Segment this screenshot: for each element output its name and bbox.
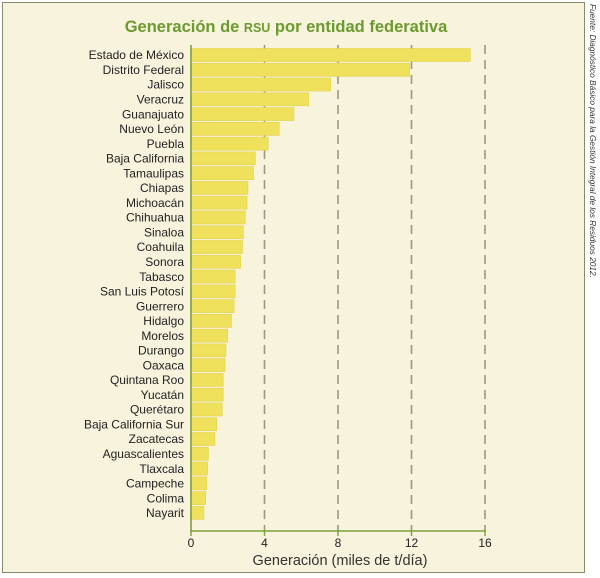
- bar-22: [190, 373, 224, 387]
- x-tick-label-4: 4: [261, 536, 268, 550]
- category-label-12: Sinaloa: [144, 225, 184, 239]
- bar-0: [190, 48, 471, 62]
- category-label-7: Baja California: [106, 152, 184, 166]
- bar-7: [190, 151, 256, 166]
- bars-group: [190, 48, 471, 520]
- bar-20: [190, 343, 227, 358]
- category-label-27: Aguascalientes: [103, 447, 184, 461]
- category-label-17: Guerrero: [136, 299, 184, 313]
- category-label-11: Chihuahua: [126, 211, 184, 225]
- category-label-10: Michoacán: [126, 196, 184, 210]
- category-label-25: Baja California Sur: [84, 417, 184, 431]
- category-label-9: Chiapas: [140, 181, 184, 195]
- bar-2: [190, 77, 331, 92]
- chart-title-part-0: Generación de: [125, 18, 244, 36]
- bar-18: [190, 314, 232, 328]
- bar-8: [190, 166, 254, 180]
- bar-9: [190, 181, 249, 195]
- source-note-text: Fuente: Diagnóstico Básico para la Gesti…: [588, 4, 598, 278]
- chart-title-part-2: por entidad federativa: [270, 18, 448, 36]
- bar-3: [190, 92, 309, 107]
- bar-10: [190, 195, 248, 210]
- bar-26: [190, 432, 216, 446]
- category-label-24: Querétaro: [130, 403, 184, 417]
- x-tick-label-16: 16: [478, 536, 492, 550]
- bar-17: [190, 299, 235, 313]
- bar-chart: Generación de RSU por entidad federativa…: [84, 18, 492, 569]
- chart-title-part-1: RSU: [244, 21, 270, 35]
- category-label-13: Coahuila: [137, 240, 185, 254]
- category-label-3: Veracruz: [137, 93, 184, 107]
- category-label-30: Colima: [147, 491, 185, 505]
- category-label-19: Morelos: [141, 329, 184, 343]
- category-label-28: Tlaxcala: [139, 462, 184, 476]
- category-label-18: Hidalgo: [143, 314, 184, 328]
- bar-21: [190, 358, 226, 372]
- bar-5: [190, 122, 280, 136]
- bar-29: [190, 476, 207, 491]
- bar-19: [190, 328, 229, 343]
- bar-15: [190, 269, 236, 284]
- category-label-31: Nayarit: [146, 506, 185, 520]
- category-label-6: Puebla: [147, 137, 185, 151]
- bar-24: [190, 402, 223, 417]
- bar-6: [190, 136, 269, 151]
- category-label-29: Campeche: [126, 477, 184, 491]
- category-label-2: Jalisco: [147, 78, 184, 92]
- grid-lines: [263, 45, 486, 531]
- category-label-5: Nuevo León: [119, 122, 184, 136]
- category-label-8: Tamaulipas: [123, 166, 184, 180]
- bar-30: [190, 491, 206, 505]
- x-tick-label-8: 8: [335, 536, 342, 550]
- bar-28: [190, 461, 208, 476]
- bar-31: [190, 506, 205, 520]
- bar-23: [190, 387, 224, 402]
- bar-1: [190, 62, 410, 77]
- category-label-0: Estado de México: [89, 48, 185, 62]
- category-label-1: Distrito Federal: [103, 63, 184, 77]
- category-label-15: Tabasco: [139, 270, 184, 284]
- chart-title: Generación de RSU por entidad federativa: [125, 18, 448, 36]
- bar-25: [190, 417, 218, 432]
- category-label-22: Quintana Roo: [110, 373, 184, 387]
- category-label-4: Guanajuato: [122, 107, 184, 121]
- category-label-21: Oaxaca: [143, 358, 185, 372]
- x-axis-title: Generación (miles de t/día): [253, 553, 428, 569]
- category-label-16: San Luis Potosí: [100, 285, 185, 299]
- bar-12: [190, 225, 244, 240]
- category-label-14: Sonora: [145, 255, 184, 269]
- category-label-20: Durango: [138, 344, 184, 358]
- x-tick-label-0: 0: [188, 536, 195, 550]
- bar-11: [190, 210, 246, 225]
- source-note: Fuente: Diagnóstico Básico para la Gesti…: [587, 4, 599, 569]
- chart-frame: Generación de RSU por entidad federativa…: [2, 2, 585, 573]
- bar-14: [190, 254, 241, 269]
- bar-16: [190, 284, 236, 299]
- category-label-26: Zacatecas: [129, 432, 184, 446]
- bar-27: [190, 446, 209, 461]
- bar-4: [190, 107, 295, 121]
- bar-13: [190, 240, 243, 254]
- category-label-23: Yucatán: [141, 388, 184, 402]
- x-tick-labels: 0 4 8 12 16: [188, 531, 492, 550]
- x-tick-label-12: 12: [405, 536, 419, 550]
